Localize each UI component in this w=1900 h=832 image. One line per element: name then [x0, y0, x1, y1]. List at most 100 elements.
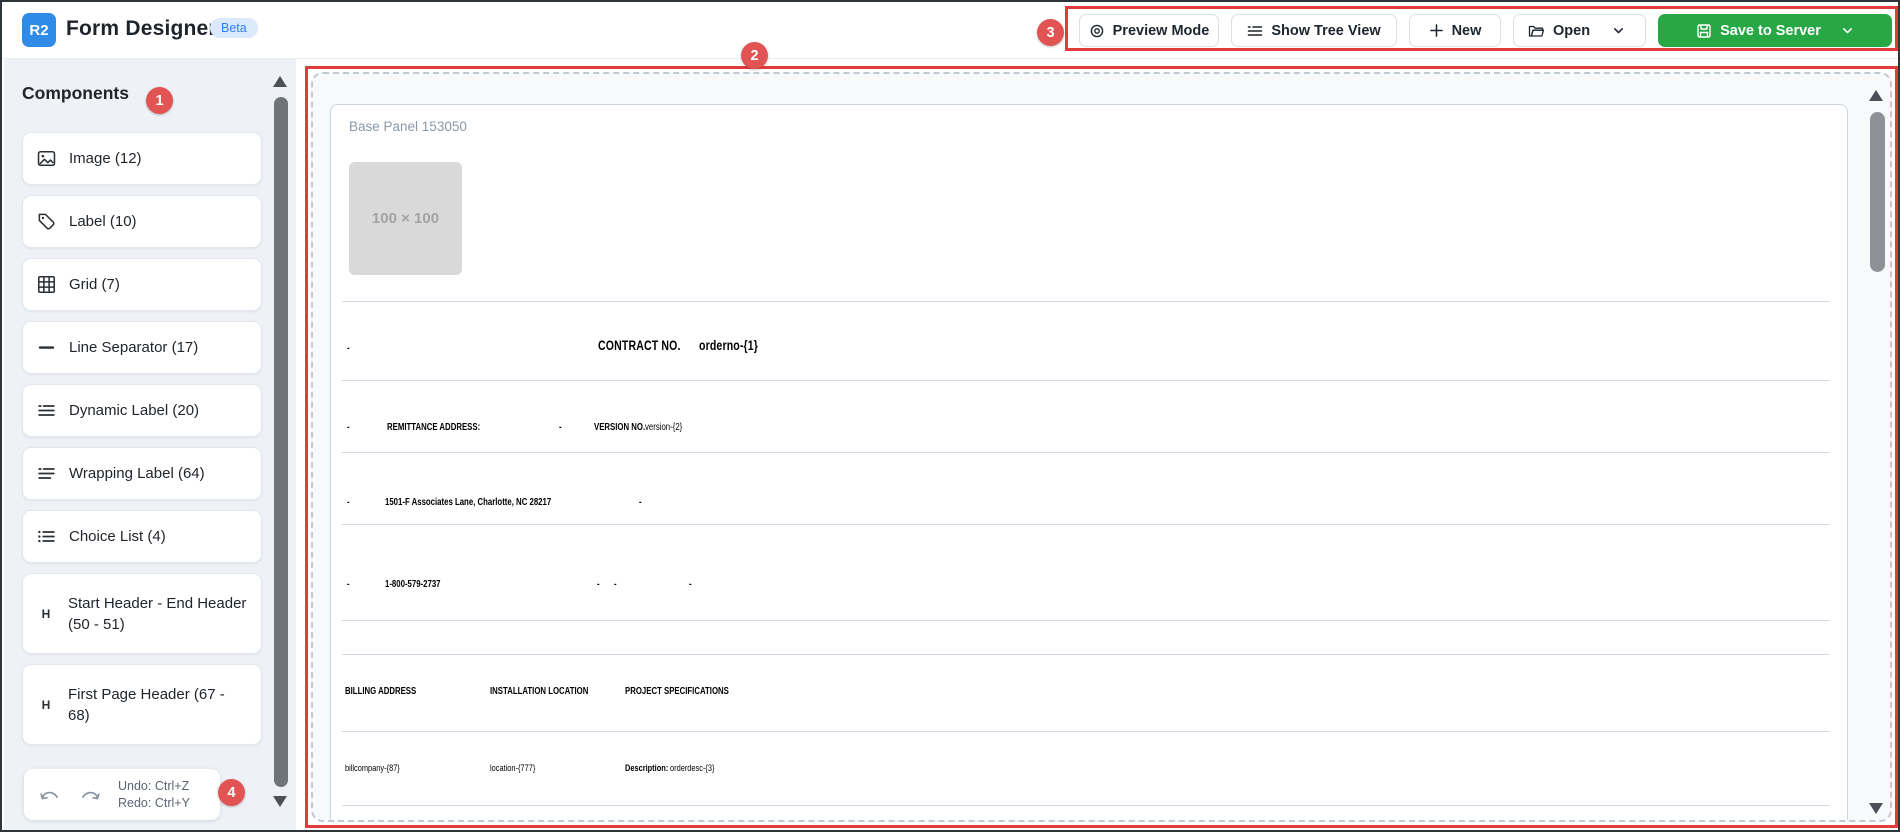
redo-icon[interactable]: [78, 787, 102, 802]
canvas-scrollbar-thumb[interactable]: [1870, 112, 1885, 272]
contract-no-value: orderno-{1}: [699, 338, 759, 353]
form-divider: [342, 524, 1829, 525]
form-divider: [342, 731, 1829, 732]
location-value: location-{777}: [490, 763, 536, 774]
preview-mode-label: Preview Mode: [1112, 22, 1210, 39]
form-dash: -: [347, 343, 350, 354]
list-icon: [1248, 25, 1263, 36]
app-header: R2 Form Designer Beta Preview Mode Show …: [2, 2, 1898, 59]
component-item-label: Label (10): [69, 213, 137, 230]
preview-mode-button[interactable]: Preview Mode: [1079, 14, 1219, 47]
header-icon: H: [41, 606, 51, 621]
form-dash: -: [347, 497, 350, 508]
form-dash: -: [689, 579, 692, 590]
annotation-marker-4: 4: [218, 779, 245, 806]
header-icon: H: [41, 697, 51, 712]
image-placeholder[interactable]: 100 × 100: [349, 162, 462, 275]
component-item-label: Start Header - End Header (50 - 51): [68, 594, 247, 633]
canvas-scroll-up-arrow[interactable]: [1869, 90, 1883, 101]
new-button[interactable]: New: [1409, 14, 1501, 47]
open-button[interactable]: Open: [1513, 14, 1646, 47]
save-to-server-button[interactable]: Save to Server: [1658, 14, 1892, 47]
billing-company-value: billcompany-{87}: [345, 763, 400, 774]
form-dash: -: [597, 579, 600, 590]
canvas-scroll-down-arrow[interactable]: [1869, 803, 1883, 814]
form-divider: [342, 654, 1829, 655]
component-item-grid[interactable]: Grid (7): [22, 258, 262, 311]
component-item-label: Wrapping Label (64): [69, 465, 205, 482]
components-heading: Components: [22, 83, 129, 103]
component-item-label: Image (12): [69, 150, 142, 167]
component-item-line-separator[interactable]: Line Separator (17): [22, 321, 262, 374]
installation-location-header: INSTALLATION LOCATION: [490, 686, 589, 697]
design-canvas-area: Base Panel 153050 100 × 100 - CONTRACT N…: [296, 59, 1898, 830]
component-item-wrapping-label[interactable]: Wrapping Label (64): [22, 447, 262, 500]
tag-icon: [38, 213, 55, 230]
annotation-marker-1: 1: [146, 87, 173, 114]
form-divider: [342, 301, 1829, 302]
base-panel[interactable]: Base Panel 153050 100 × 100 - CONTRACT N…: [330, 104, 1848, 820]
annotation-marker-3: 3: [1037, 19, 1064, 46]
line-separator-icon: [38, 346, 55, 349]
save-to-server-label: Save to Server: [1720, 22, 1821, 39]
plus-icon: [1429, 24, 1443, 37]
choice-list-icon: [38, 530, 55, 543]
component-item-label: Dynamic Label (20): [69, 402, 200, 419]
open-label: Open: [1553, 22, 1591, 39]
new-label: New: [1451, 22, 1482, 39]
sidebar-scroll-down-arrow[interactable]: [273, 796, 287, 807]
grid-icon: [38, 276, 55, 293]
app-title: Form Designer: [66, 17, 217, 40]
wrapping-label-icon: [38, 468, 55, 479]
form-dash: -: [559, 422, 562, 433]
form-divider: [342, 452, 1829, 453]
form-dash: -: [347, 579, 350, 590]
remittance-address-value: 1501-F Associates Lane, Charlotte, NC 28…: [385, 497, 552, 508]
eye-icon: [1090, 24, 1103, 37]
component-item-label: Grid (7): [69, 276, 120, 293]
undo-icon[interactable]: [38, 787, 62, 802]
component-item-label: First Page Header (67 - 68): [68, 685, 225, 724]
description-label: Description:: [625, 763, 669, 774]
component-item-first-page-header[interactable]: H First Page Header (67 - 68): [22, 664, 262, 745]
form-divider: [342, 805, 1829, 806]
components-sidebar: Components Image (12) Label (10) Grid (7…: [4, 59, 296, 830]
annotation-marker-2: 2: [741, 42, 768, 69]
undo-hint: Undo: Ctrl+Z: [118, 778, 190, 793]
billing-address-header: BILLING ADDRESS: [345, 686, 417, 697]
form-divider: [342, 380, 1829, 381]
folder-open-icon: [1528, 25, 1545, 37]
dynamic-label-icon: [38, 405, 55, 416]
undo-redo-bar: Undo: Ctrl+Z Redo: Ctrl+Y: [24, 769, 220, 820]
app-logo: R2: [22, 13, 56, 47]
beta-badge: Beta: [210, 18, 258, 38]
form-dash: -: [614, 579, 617, 590]
version-no-label: VERSION NO.: [594, 422, 646, 433]
image-icon: [37, 150, 56, 167]
save-icon: [1697, 23, 1711, 38]
component-item-image[interactable]: Image (12): [22, 132, 262, 185]
form-dash: -: [347, 422, 350, 433]
version-no-value: version-{2}: [645, 422, 683, 433]
sidebar-scrollbar-thumb[interactable]: [274, 97, 288, 787]
canvas-drop-zone[interactable]: Base Panel 153050 100 × 100 - CONTRACT N…: [311, 72, 1892, 822]
sidebar-scroll-up-arrow[interactable]: [273, 76, 287, 87]
component-item-start-end-header[interactable]: H Start Header - End Header (50 - 51): [22, 573, 262, 654]
remittance-address-label: REMITTANCE ADDRESS:: [387, 422, 481, 433]
show-tree-view-label: Show Tree View: [1271, 22, 1381, 39]
base-panel-title: Base Panel 153050: [349, 119, 467, 134]
form-divider: [342, 620, 1829, 621]
component-item-label: Choice List (4): [69, 528, 166, 545]
redo-hint: Redo: Ctrl+Y: [118, 795, 190, 810]
component-item-dynamic-label[interactable]: Dynamic Label (20): [22, 384, 262, 437]
component-item-label: Line Separator (17): [69, 339, 199, 356]
chevron-down-icon: [1614, 28, 1624, 34]
project-specifications-header: PROJECT SPECIFICATIONS: [625, 686, 729, 697]
component-item-choice-list[interactable]: Choice List (4): [22, 510, 262, 563]
contract-no-label: CONTRACT NO.: [598, 338, 681, 353]
description-value: orderdesc-{3}: [670, 763, 715, 774]
component-item-label-comp[interactable]: Label (10): [22, 195, 262, 248]
show-tree-view-button[interactable]: Show Tree View: [1231, 14, 1397, 47]
form-dash: -: [639, 497, 642, 508]
